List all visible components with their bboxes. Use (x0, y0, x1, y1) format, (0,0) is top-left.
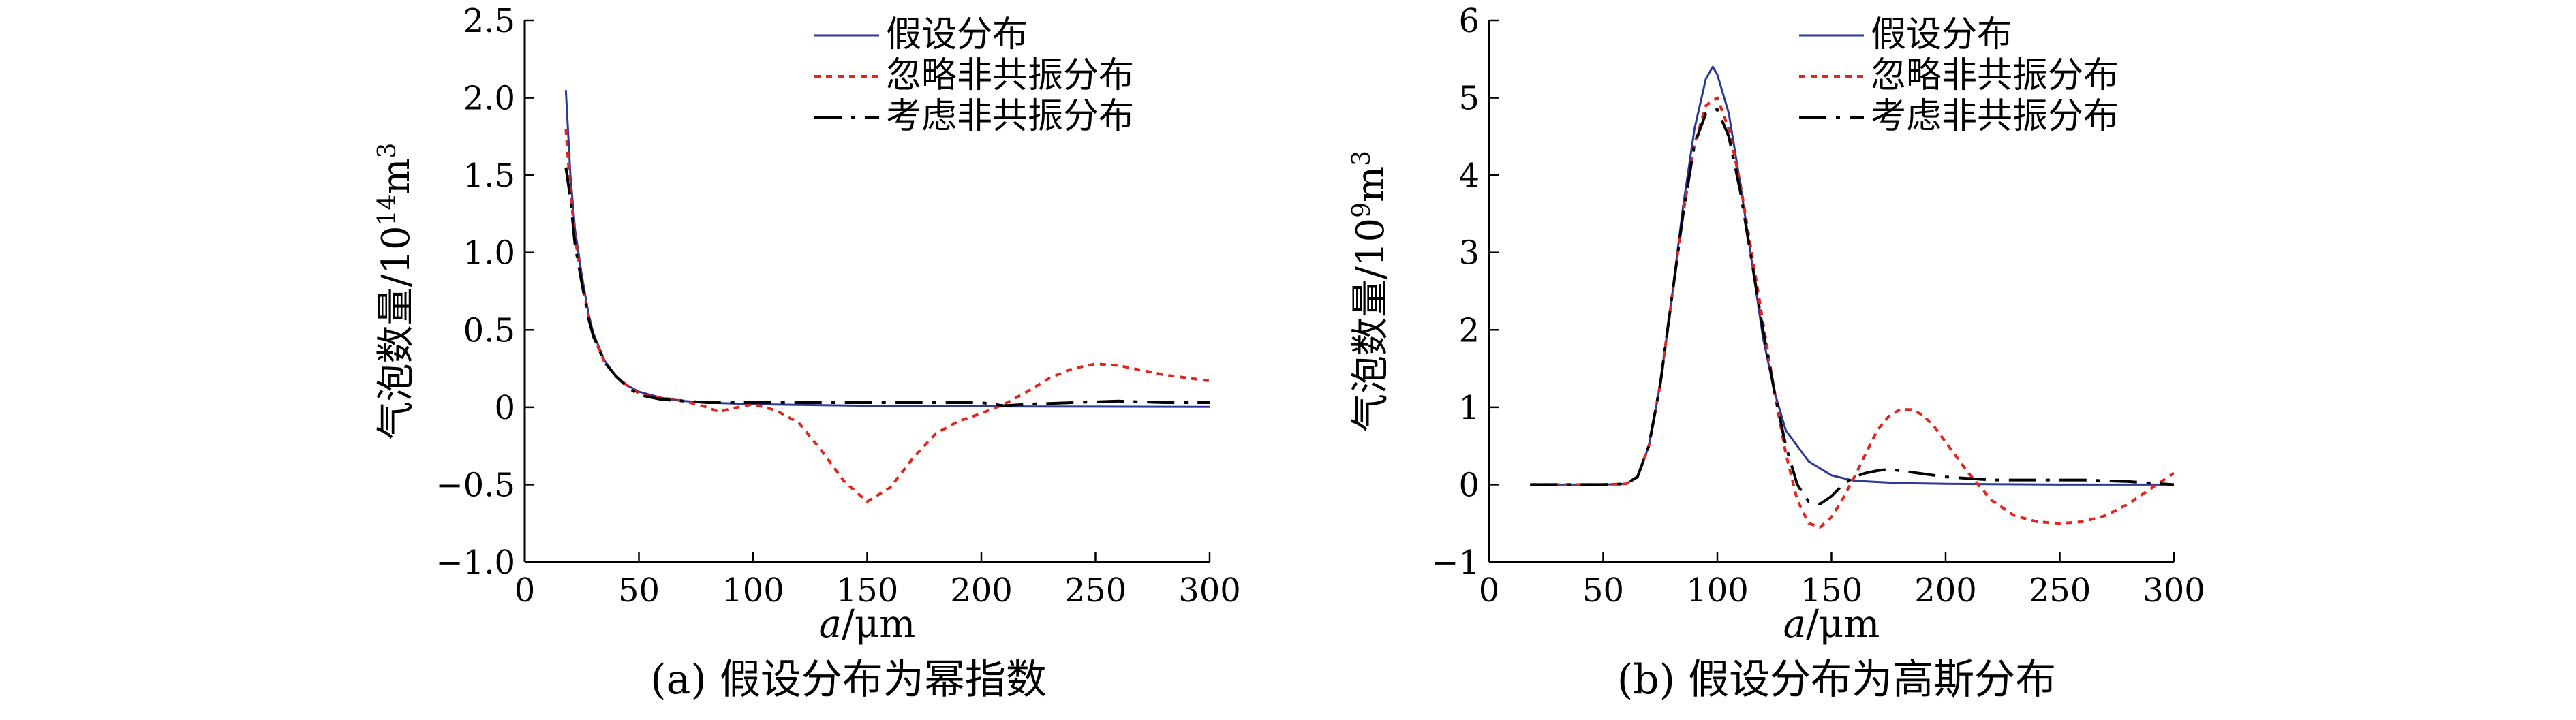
x-tick-label: 250 (2029, 572, 2091, 610)
y-tick-label: 0 (494, 389, 515, 427)
x-tick-label: 250 (1064, 572, 1127, 610)
y-axis-label-unit: m (1349, 166, 1393, 202)
x-axis-label-variable: a (1783, 602, 1806, 646)
y-tick-label: 5 (1458, 80, 1479, 118)
x-tick-label: 0 (515, 572, 536, 610)
x-axis-label: a/μm (1783, 602, 1880, 646)
panel-b: 0 50 100 150 200 250 300−10123456a/μm气泡数量/109m… (1348, 2, 2205, 704)
x-tick-label: 100 (1686, 572, 1749, 610)
series-line-3 (564, 167, 1210, 407)
y-tick-label: 2.5 (463, 2, 515, 40)
x-axis-label: a/μm (819, 602, 916, 646)
figure-caption: (a) 假设分布为幂指数 (650, 656, 1047, 704)
y-tick-label: 3 (1458, 234, 1479, 272)
y-tick-label: 0.5 (463, 311, 515, 349)
y-tick-label: 1 (1458, 389, 1479, 427)
legend-label-3: 考虑非共振分布 (886, 96, 1134, 137)
y-tick-label: 0 (1458, 466, 1479, 504)
x-tick-label: 0 (1479, 572, 1500, 610)
legend-label-1: 假设分布 (886, 14, 1028, 55)
y-tick-label: 2 (1458, 311, 1479, 349)
x-tick-label: 300 (1178, 572, 1241, 610)
y-axis-label: 气泡数量/109m3 (1348, 151, 1393, 432)
series-group (564, 90, 1210, 503)
y-tick-label: 1.0 (463, 234, 515, 272)
x-tick-label: 50 (1582, 572, 1624, 610)
legend-label-1: 假设分布 (1871, 14, 2012, 55)
legend-label-2: 忽略非共振分布 (886, 55, 1134, 96)
figure-caption: (b) 假设分布为高斯分布 (1617, 656, 2056, 704)
y-axis-label-exponent: 9 (1348, 202, 1376, 218)
y-tick-label: 4 (1458, 157, 1479, 195)
series-line-2 (564, 128, 1210, 503)
y-axis-label-main: 气泡数量/10 (1349, 218, 1393, 432)
y-axis-label: 气泡数量/1014m3 (373, 143, 418, 440)
y-tick-label: −1.0 (435, 544, 515, 582)
legend-label-2: 忽略非共振分布 (1871, 55, 2119, 96)
y-axis-label-unit-exponent: 3 (1348, 151, 1376, 166)
x-axis-label-unit: /μm (842, 602, 915, 646)
y-tick-label: 6 (1458, 2, 1479, 40)
legend-label-3: 考虑非共振分布 (1871, 96, 2119, 137)
x-axis-label-variable: a (819, 602, 842, 646)
y-axis-label-unit: m (374, 158, 418, 194)
x-tick-label: 100 (722, 572, 784, 610)
y-axis-label-exponent: 14 (373, 195, 401, 226)
x-tick-label: 50 (618, 572, 660, 610)
series-line-3 (1530, 108, 2174, 505)
y-tick-label: 1.5 (463, 157, 515, 195)
x-axis-label-unit: /μm (1806, 602, 1880, 646)
x-tick-label: 200 (950, 572, 1013, 610)
y-tick-label: 2.0 (463, 80, 515, 118)
x-tick-label: 200 (1914, 572, 1977, 610)
x-tick-label: 300 (2143, 572, 2205, 610)
y-axis-label-unit-exponent: 3 (373, 143, 401, 159)
y-tick-label: −0.5 (435, 466, 515, 504)
x-tick-label: 150 (836, 572, 899, 610)
series-group (1530, 65, 2174, 529)
x-tick-label: 150 (1800, 572, 1863, 610)
panel-a: 0 50 100 150 200 250 300 −1.0 −0.5 0 0.5 1.0 1.5 2.0 2… (373, 2, 1241, 704)
y-tick-label: −1 (1431, 544, 1479, 582)
y-axis-label-main: 气泡数量/10 (374, 225, 418, 439)
